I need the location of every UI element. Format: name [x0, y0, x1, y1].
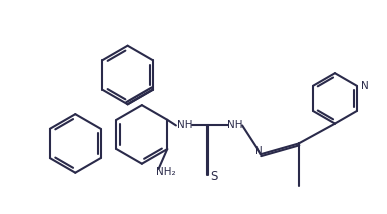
Text: N: N	[255, 146, 263, 156]
Text: NH₂: NH₂	[156, 167, 175, 177]
Text: NH: NH	[227, 120, 243, 130]
Text: N: N	[361, 81, 369, 91]
Text: S: S	[210, 170, 217, 183]
Text: NH: NH	[177, 120, 192, 130]
